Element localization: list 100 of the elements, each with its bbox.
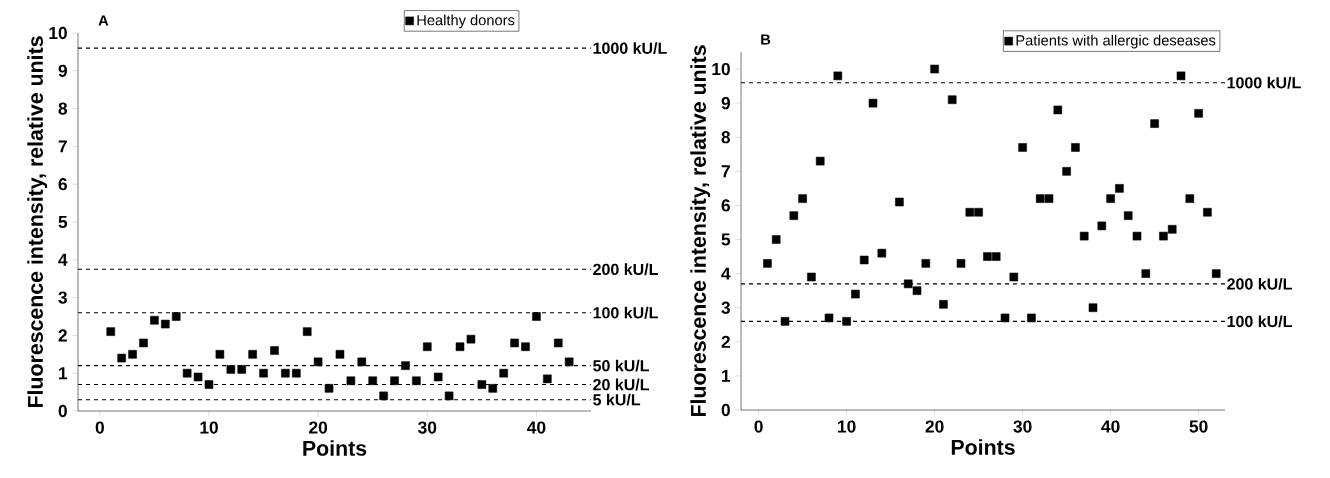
point: [150, 316, 159, 325]
point: [1194, 109, 1203, 118]
x-tick-label: 30: [1013, 420, 1032, 433]
point: [128, 350, 137, 359]
y-tick-label: 1: [722, 369, 731, 382]
y-tick-label: 5: [58, 215, 68, 229]
ref-line-label: 100 kU/L: [1227, 315, 1292, 328]
y-tick-label: 8: [58, 102, 68, 115]
x-tick-label: 0: [754, 420, 763, 433]
point: [499, 368, 508, 378]
point: [1097, 221, 1107, 231]
point: [564, 357, 574, 367]
chart-title: B: [761, 34, 771, 45]
point: [248, 350, 257, 359]
point: [553, 338, 563, 348]
point: [423, 342, 432, 352]
point: [488, 384, 498, 393]
point: [833, 71, 843, 81]
x-tick-label: 20: [925, 420, 944, 433]
point: [991, 252, 1001, 261]
x-tick-label: 50: [1189, 420, 1208, 433]
point: [1132, 231, 1142, 241]
point: [117, 353, 126, 363]
point: [1035, 194, 1045, 203]
point: [1141, 269, 1151, 278]
point: [106, 327, 116, 336]
point: [346, 376, 356, 386]
ref-line-label: 100 kU/L: [593, 306, 658, 319]
y-tick-label: 10: [712, 62, 730, 76]
ref-line-label: 50 kU/L: [593, 359, 650, 372]
y-tick-label: 0: [58, 404, 67, 418]
y-tick-label: 4: [721, 267, 731, 280]
point: [1000, 313, 1010, 323]
point: [1115, 184, 1124, 193]
point: [139, 338, 148, 348]
point: [466, 334, 476, 344]
legend-label: Patients with allergic deseases: [1016, 34, 1216, 49]
point: [974, 207, 983, 217]
point: [807, 272, 816, 282]
point: [930, 64, 939, 74]
point: [1150, 119, 1159, 128]
point: [521, 342, 530, 352]
point: [335, 350, 345, 359]
point: [1053, 105, 1063, 115]
ref-line-label: 200 kU/L: [593, 263, 658, 276]
x-tick-label: 30: [418, 421, 437, 434]
y-tick-label: 7: [721, 165, 730, 178]
y-tick-label: 3: [721, 301, 730, 314]
y-tick-label: 5: [721, 233, 731, 246]
point: [895, 197, 904, 207]
point: [444, 391, 454, 401]
y-tick-label: 8: [721, 131, 731, 144]
ref-line-label: 20 kU/L: [593, 378, 650, 391]
point: [851, 289, 860, 299]
y-tick-label: 0: [721, 403, 730, 417]
point: [877, 248, 887, 258]
chart-title: A: [98, 15, 109, 26]
point: [1106, 194, 1115, 203]
x-tick-label: 40: [1101, 420, 1120, 433]
point: [357, 357, 367, 367]
point: [433, 372, 443, 382]
point: [763, 259, 772, 268]
point: [859, 255, 869, 265]
y-axis-title: Fluorescence intensity, relative units: [27, 36, 48, 408]
x-tick-label: 10: [838, 420, 856, 433]
point: [798, 194, 807, 203]
point: [1203, 207, 1212, 217]
point: [237, 365, 246, 374]
x-tick-label: 20: [309, 421, 328, 434]
point: [1009, 272, 1019, 282]
point: [368, 376, 377, 386]
point: [965, 207, 975, 217]
point: [815, 156, 825, 166]
y-tick-label: 7: [58, 140, 67, 153]
point: [226, 365, 236, 374]
point: [1123, 211, 1133, 220]
point: [1071, 143, 1080, 152]
point: [259, 368, 268, 378]
ref-line-label: 5 kU/L: [593, 393, 641, 406]
point: [912, 286, 922, 295]
y-tick-label: 10: [49, 26, 67, 40]
point: [455, 342, 465, 352]
point: [868, 98, 878, 108]
point: [983, 252, 992, 261]
y-tick-label: 1: [59, 367, 68, 380]
point: [903, 279, 913, 289]
x-tick-label: 0: [95, 421, 104, 434]
point: [281, 368, 290, 378]
point: [193, 372, 203, 382]
x-axis-title: Points: [951, 439, 1015, 455]
x-tick-label: 10: [200, 421, 218, 434]
point: [379, 391, 388, 401]
point: [510, 338, 519, 348]
point: [1044, 194, 1054, 203]
point: [1159, 231, 1168, 241]
point: [921, 259, 931, 268]
point: [182, 368, 192, 378]
point: [204, 380, 214, 389]
point: [292, 368, 301, 378]
point: [1211, 269, 1221, 278]
